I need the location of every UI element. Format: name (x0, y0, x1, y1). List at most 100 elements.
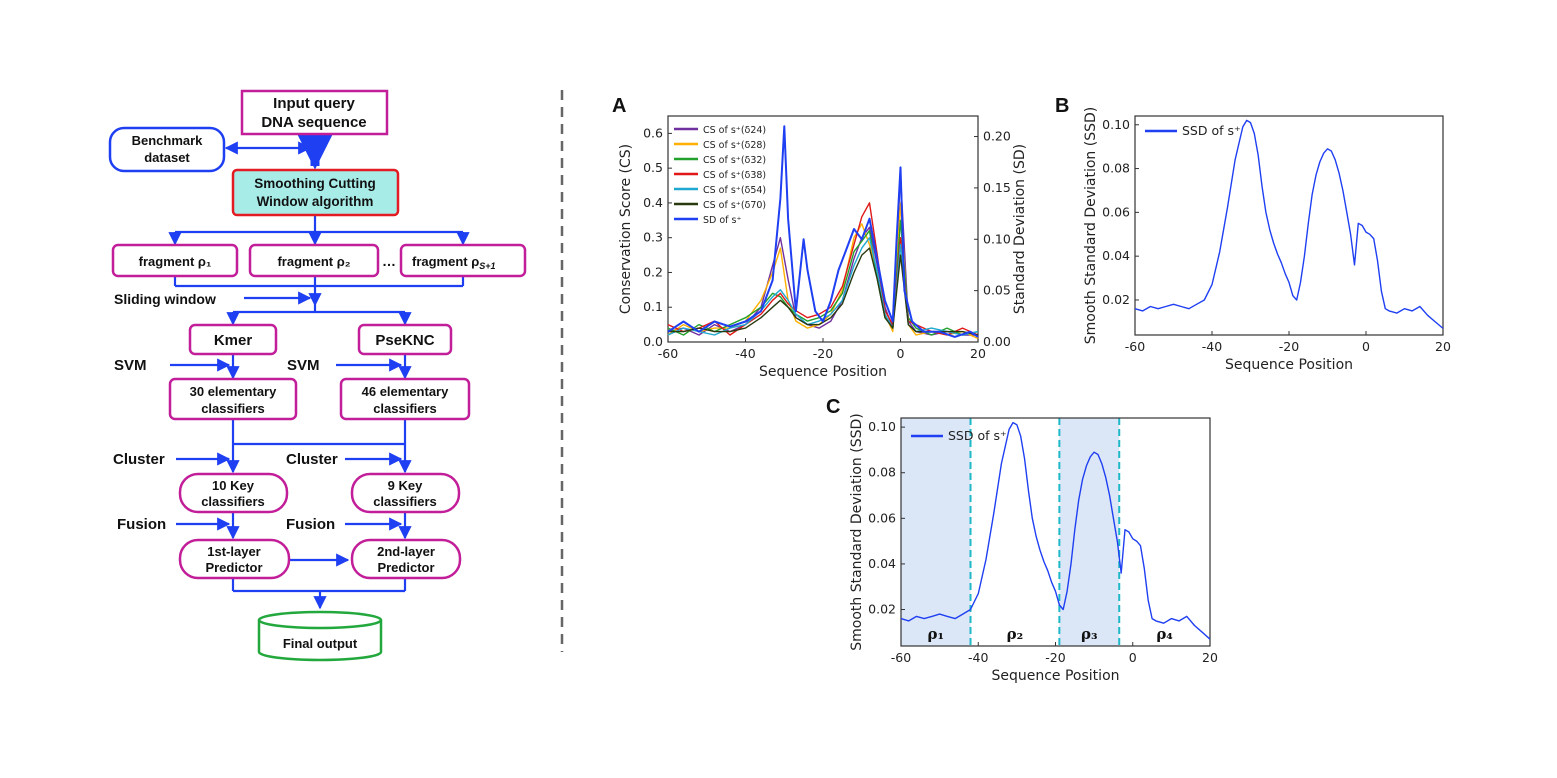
fusion-right-label: Fusion (286, 516, 335, 533)
legend-entry: CS of s⁺(δ54) (703, 185, 766, 196)
y-tick-label: 0.10 (868, 419, 896, 434)
chart-c: ρ₁ ρ₂ ρ₃ ρ₄ -60 -40 -20 0 20 Sequence Position 0.0… (826, 396, 1218, 684)
final-output-label: Final output (283, 636, 358, 651)
fragment-2-label: fragment ρ₂ (277, 254, 350, 269)
y-tick-label: 0.5 (643, 160, 663, 175)
predictor-1-box: 1st-layer Predictor (178, 538, 291, 580)
elem30-label-line2: classifiers (201, 401, 265, 416)
x-axis-label: Sequence Position (759, 364, 887, 380)
legend-entry: SSD of s⁺ (948, 428, 1007, 443)
series-line-7 (667, 125, 979, 338)
region-label-3: ρ₃ (1081, 625, 1098, 643)
x-tick-label: -60 (658, 346, 678, 361)
y-tick-label: 0.08 (868, 465, 896, 480)
elem30-label-line1: 30 elementary (190, 384, 277, 399)
x-tick-label: -20 (813, 346, 833, 361)
y-tick-label: 0.6 (643, 125, 663, 140)
x-axis-label: Sequence Position (1225, 357, 1353, 373)
region-label-4: ρ₄ (1156, 625, 1173, 643)
y-tick-label: 0.3 (643, 230, 663, 245)
y-right-tick-label: 0.10 (983, 231, 1011, 246)
plot-frame (1134, 115, 1444, 336)
fragment-2-box: fragment ρ₂ (248, 243, 380, 278)
region-shade-3 (1059, 418, 1120, 646)
pred1-label-line2: Predictor (205, 560, 262, 575)
x-tick-label: 20 (1202, 650, 1218, 665)
x-tick-label: 20 (970, 346, 986, 361)
elementary-46-box: 46 elementary classifiers (339, 377, 471, 421)
x-tick-label: 0 (1129, 650, 1137, 665)
region-label-1: ρ₁ (927, 625, 944, 643)
legend-entry: SSD of s⁺ (1182, 123, 1241, 138)
legend-entry: CS of s⁺(δ32) (703, 155, 766, 166)
x-tick-label: 0 (897, 346, 905, 361)
y-axis-label: Smooth Standard Deviation (SSD) (849, 413, 865, 651)
benchmark-dataset-box: Benchmark dataset (108, 126, 226, 173)
elementary-30-box: 30 elementary classifiers (168, 377, 298, 421)
predictor-2-box: 2nd-layer Predictor (350, 538, 462, 580)
pseknc-box: PseKNC (357, 323, 453, 356)
benchmark-label-line2: dataset (144, 150, 190, 165)
x-tick-label: -20 (1045, 650, 1065, 665)
pseknc-label: PseKNC (375, 332, 434, 349)
y-tick-label: 0.2 (643, 264, 663, 279)
input-label-line2: DNA sequence (261, 114, 366, 131)
kmer-box: Kmer (188, 323, 278, 356)
key9-label-line2: classifiers (373, 494, 437, 509)
elem46-label-line2: classifiers (373, 401, 437, 416)
y-tick-label: 0.02 (868, 602, 896, 617)
panel-label: C (826, 396, 840, 418)
y-right-tick-label: 0.20 (983, 129, 1011, 144)
y-tick-label: 0.04 (868, 556, 896, 571)
key-10-box: 10 Key classifiers (178, 472, 289, 514)
benchmark-label-line1: Benchmark (132, 133, 204, 148)
x-tick-label: 0 (1362, 339, 1370, 354)
x-axis-label: Sequence Position (991, 668, 1119, 684)
legend-entry: CS of s⁺(δ24) (703, 125, 766, 136)
input-label-line1: Input query (273, 95, 355, 112)
x-tick-label: -40 (735, 346, 755, 361)
y-tick-label: 0.4 (643, 195, 663, 210)
key-9-box: 9 Key classifiers (350, 472, 461, 514)
scw-label-line1: Smoothing Cutting (254, 176, 375, 191)
cluster-right-label: Cluster (286, 451, 338, 468)
y-right-tick-label: 0.00 (983, 334, 1011, 349)
pred2-label-line1: 2nd-layer (377, 544, 435, 559)
y-axis-label: Conservation Score (CS) (618, 144, 634, 314)
flow-connectors (168, 133, 470, 610)
input-query-box: Input query DNA sequence (240, 89, 389, 136)
y-axis-label: Smooth Standard Deviation (SSD) (1083, 107, 1099, 345)
kmer-label: Kmer (214, 332, 253, 349)
chart-b: -60 -40 -20 0 20 Sequence Position 0.02 0.04 0.0… (1055, 95, 1451, 373)
y-tick-label: 0.0 (643, 334, 663, 349)
y-tick-label: 0.08 (1102, 161, 1130, 176)
key9-label-line1: 9 Key (388, 478, 423, 493)
series-line-1 (1134, 119, 1444, 329)
fragment-1-box: fragment ρ₁ (111, 243, 239, 278)
cluster-left-label: Cluster (113, 451, 165, 468)
region-shade-1 (901, 418, 971, 646)
y-right-axis-label: Standard Deviation (SD) (1012, 144, 1028, 314)
y-tick-label: 0.06 (1102, 204, 1130, 219)
fragment-s1-box: fragment ρS+1 (399, 243, 527, 278)
x-tick-label: -60 (891, 650, 911, 665)
x-tick-label: -60 (1125, 339, 1145, 354)
series-line-6 (668, 247, 979, 336)
smoothing-cutting-window-box: Smoothing Cutting Window algorithm (231, 168, 400, 217)
region-label-2: ρ₂ (1007, 625, 1024, 643)
legend-entry: CS of s⁺(δ38) (703, 170, 766, 181)
pred2-label-line2: Predictor (377, 560, 434, 575)
series-line-3 (667, 219, 979, 336)
sliding-window-label: Sliding window (114, 291, 216, 307)
y-tick-label: 0.10 (1102, 117, 1130, 132)
key10-label-line1: 10 Key (212, 478, 255, 493)
final-output-cylinder: Final output (257, 610, 383, 662)
pred1-label-line1: 1st-layer (207, 544, 260, 559)
series-line-1 (900, 421, 1211, 640)
svm-right-label: SVM (287, 357, 320, 374)
legend-entry: SD of s⁺ (703, 215, 742, 226)
fragment-s1-label: fragment ρS+1 (412, 254, 496, 271)
key10-label-line2: classifiers (201, 494, 265, 509)
fragments-ellipsis: … (382, 253, 396, 269)
